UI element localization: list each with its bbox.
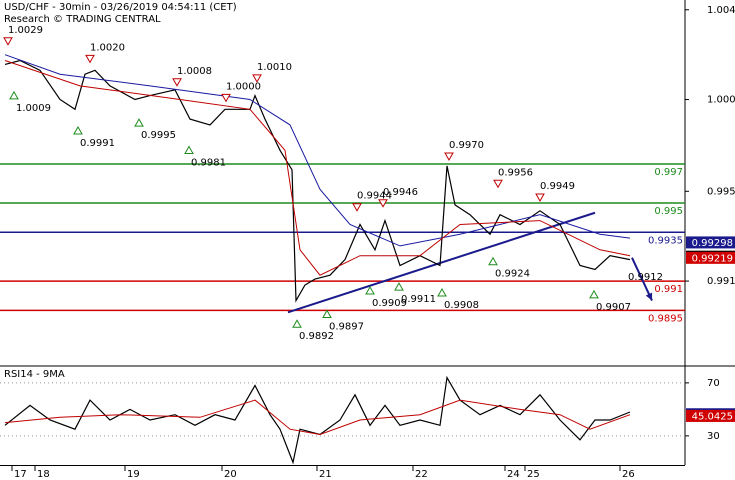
chart-subtitle: Research © TRADING CENTRAL xyxy=(4,14,161,25)
rsi-title: RSI14 - 9MA xyxy=(4,369,65,380)
high-marker xyxy=(221,93,231,103)
low-label: 0.9995 xyxy=(141,130,176,141)
high-label: 1.0029 xyxy=(8,25,43,36)
high-label: 1.0008 xyxy=(177,66,212,77)
high-label: 1.0000 xyxy=(226,81,261,92)
chart-title: USD/CHF - 30min - 03/26/2019 04:54:11 (C… xyxy=(4,2,237,13)
level-label: 0.997 xyxy=(654,167,683,178)
high-marker xyxy=(493,179,503,189)
note-label: 0.9912 xyxy=(628,272,663,283)
low-label: 0.9897 xyxy=(329,321,364,332)
trendline xyxy=(287,211,596,314)
level-label: 0.9895 xyxy=(648,313,683,324)
low-marker xyxy=(589,289,599,299)
price-box-label: 45.0425 xyxy=(692,411,733,422)
low-label: 0.9981 xyxy=(191,157,226,168)
low-label: 0.9911 xyxy=(401,294,436,305)
low-label: 0.9909 xyxy=(372,298,407,309)
level-label: 0.995 xyxy=(654,206,683,217)
low-label: 1.0009 xyxy=(16,103,51,114)
high-label: 0.9946 xyxy=(383,187,418,198)
x-tick-label: 18 xyxy=(37,469,50,480)
high-marker xyxy=(252,74,262,83)
low-label: 0.9892 xyxy=(299,331,334,342)
low-label: 0.9907 xyxy=(596,302,631,313)
high-marker xyxy=(535,193,545,202)
projection-arrowhead xyxy=(645,292,653,301)
price-box-label: 0.99219 xyxy=(692,253,733,264)
x-tick-label: 17 xyxy=(14,469,27,480)
y-tick-label: 30 xyxy=(707,431,720,442)
low-marker xyxy=(73,125,83,135)
series-line xyxy=(4,60,631,276)
y-tick-label: 1.0049 xyxy=(707,5,735,16)
x-tick-label: 21 xyxy=(319,469,332,480)
high-marker xyxy=(444,152,454,161)
low-marker xyxy=(488,256,498,266)
low-label: 0.9924 xyxy=(495,269,530,280)
low-marker xyxy=(437,287,447,297)
series-line xyxy=(4,59,631,303)
high-marker xyxy=(172,78,182,87)
level-label: 0.9935 xyxy=(648,235,683,246)
low-marker xyxy=(394,282,404,291)
series-line xyxy=(4,399,631,436)
y-tick-label: 70 xyxy=(707,378,720,389)
low-marker xyxy=(134,118,144,127)
series-line xyxy=(4,54,631,247)
high-label: 0.9956 xyxy=(498,167,533,178)
price-box xyxy=(686,409,735,422)
y-tick-label: 0.9956 xyxy=(707,186,735,197)
high-label: 0.9944 xyxy=(357,191,392,202)
projection xyxy=(631,257,653,302)
price-box xyxy=(686,251,735,264)
x-tick-label: 24 xyxy=(507,469,520,480)
high-label: 1.0020 xyxy=(90,42,125,53)
low-marker xyxy=(365,286,375,295)
high-label: 0.9949 xyxy=(540,181,575,192)
low-marker xyxy=(292,319,302,328)
high-marker xyxy=(378,199,388,208)
x-tick-label: 26 xyxy=(622,469,635,480)
high-marker xyxy=(85,54,95,64)
x-tick-label: 19 xyxy=(127,469,140,480)
high-marker xyxy=(3,37,13,46)
low-marker xyxy=(184,145,194,154)
high-marker xyxy=(352,203,362,212)
low-label: 0.9991 xyxy=(80,138,115,149)
low-marker xyxy=(9,90,19,100)
low-label: 0.9908 xyxy=(444,300,479,311)
x-tick-label: 20 xyxy=(224,469,237,480)
series-line xyxy=(4,375,631,465)
price-box xyxy=(686,236,735,249)
high-label: 0.9970 xyxy=(449,140,484,151)
x-tick-label: 25 xyxy=(527,469,540,480)
y-tick-label: 1.0003 xyxy=(707,95,735,106)
x-tick-label: 22 xyxy=(415,469,428,480)
level-label: 0.991 xyxy=(654,284,683,295)
price-box-label: 0.99298 xyxy=(692,238,733,249)
low-marker xyxy=(322,309,332,318)
high-label: 1.0010 xyxy=(257,62,292,73)
